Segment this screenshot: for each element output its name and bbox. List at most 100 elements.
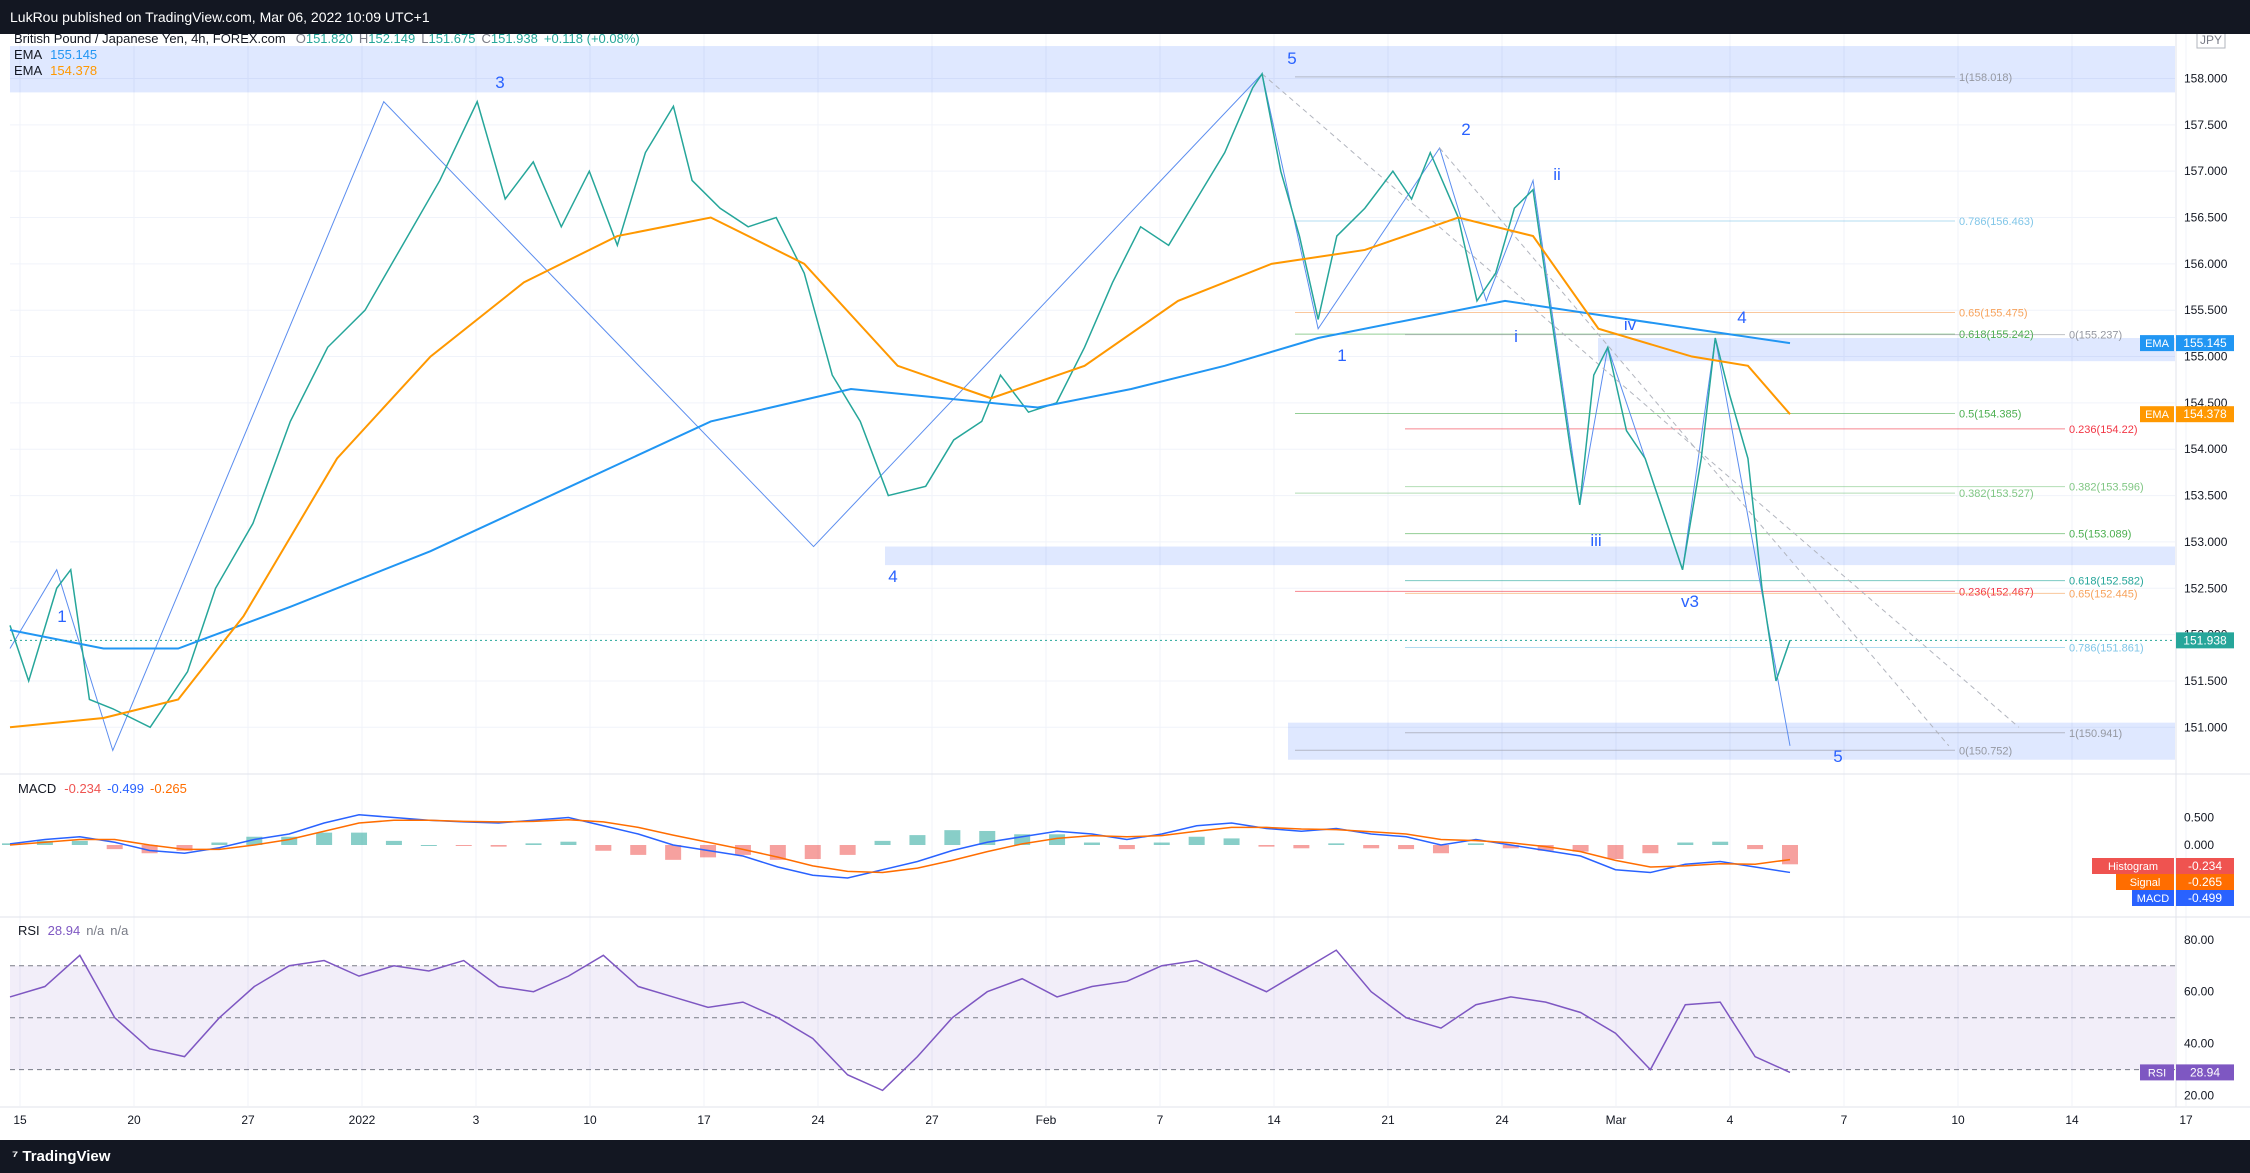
macd-histogram-bar [1363,845,1380,849]
rsi-label: RSI [18,923,40,938]
macd-histogram-bar [525,843,542,845]
tradingview-logo[interactable]: ⁷ TradingView [12,1148,111,1165]
macd-histogram-bar [1153,842,1170,845]
support-resistance-zones [10,46,2175,760]
macd-histogram-bar [1642,845,1659,854]
time-tick-label: 21 [1381,1113,1395,1127]
low-value: 151.675 [428,34,475,46]
symbol-name: British Pound / Japanese Yen, 4h, FOREX.… [14,34,286,46]
badge-value: -0.234 [2188,859,2222,873]
badge-value-bg [2176,1064,2234,1081]
rsi-tick-label: 20.00 [2184,1089,2214,1103]
time-tick-label: 14 [2065,1113,2079,1127]
macd-histogram-bar [1677,842,1694,845]
wave-label: iv [1624,315,1637,334]
rsi-tick-label: 80.00 [2184,933,2214,947]
price-tick-label: 152.500 [2184,581,2228,595]
time-tick-label: 15 [13,1113,27,1127]
badge-value: 155.145 [2183,336,2227,350]
fib-label: 0.5(154.385) [1959,409,2021,421]
macd-histogram-bar [351,832,368,845]
macd-tick-label: 0.000 [2184,838,2214,852]
currency-box[interactable] [2196,34,2226,49]
price-tick-label: 155.000 [2184,350,2228,364]
axis-badge: RSI 28.94 [2140,1064,2234,1081]
macd-histogram-bar [2,843,18,845]
publisher-bar: LukRou published on TradingView.com, Mar… [0,0,2250,34]
macd-histogram-bar [71,840,88,845]
macd-histogram-bar [1328,843,1345,845]
macd-histogram-bar [176,845,193,851]
macd-histogram-bar [909,835,926,845]
fib-label: 1(150.941) [2069,728,2122,740]
time-tick-label: 2022 [349,1113,376,1127]
ema-slow-line [9,299,1791,650]
macd-label: MACD [18,781,56,796]
fib-label: 0.786(151.861) [2069,642,2144,654]
badge-label-bg [2140,1064,2174,1081]
macd-histogram-bar [1118,845,1135,850]
time-tick-label: 4 [1727,1113,1734,1127]
price-tick-label: 154.000 [2184,442,2228,456]
axis-badge: 151.938 [2176,632,2234,649]
fib-label: 1(158.018) [1959,72,2012,84]
macd-histogram-bar [455,845,472,846]
macd-value-signal: -0.265 [150,781,187,796]
wave-label: 5 [1287,49,1296,68]
rsi-pane [9,949,2175,1092]
rsi-legend: RSI 28.94 n/a n/a [18,923,129,938]
fib-label: 0.618(155.242) [1959,329,2034,341]
rsi-legend-text: RSI 28.94 n/a n/a [18,923,129,938]
price-chart[interactable]: 1(158.018) 0.786(156.463) 0.65(155.475) 0.6… [0,34,2250,1140]
wave-label: 3 [495,73,504,92]
fib-label: 0(155.237) [2069,330,2122,342]
badge-value: 154.378 [2183,407,2227,421]
channel-line [1439,147,1950,747]
price-tick-label: 151.500 [2184,674,2228,688]
macd-pane [2,813,1798,879]
main-legend: British Pound / Japanese Yen, 4h, FOREX.… [14,34,2226,78]
macd-histogram-bar [1258,845,1275,847]
badge-value: -0.265 [2188,875,2222,889]
zone-box [1598,338,2175,362]
wave-label: 4 [1737,308,1746,327]
wave-label: 1 [1337,346,1346,365]
fib-label: 0.65(152.445) [2069,588,2138,600]
macd-value-hist: -0.234 [64,781,101,796]
time-tick-label: Feb [1036,1113,1057,1127]
publisher-text: LukRou published on TradingView.com, Mar… [10,9,430,25]
badge-value-bg [2176,858,2234,874]
macd-histogram-bar [1293,845,1310,849]
price-tick-label: 153.500 [2184,489,2228,503]
zone-box [885,546,2175,566]
wave-label: iii [1590,531,1601,550]
rsi-na-2: n/a [110,923,129,938]
time-tick-label: Mar [1606,1113,1627,1127]
ema-fast-line [9,216,1791,729]
macd-histogram-bar [1607,845,1624,860]
badge-label: EMA [2145,409,2170,421]
macd-histogram-bar [490,845,507,847]
open-value: 151.820 [306,34,353,46]
price-tick-label: 151.000 [2184,720,2228,734]
macd-histogram-bar [1502,845,1519,849]
symbol-text: British Pound / Japanese Yen, 4h, FOREX.… [14,34,640,46]
axis-badge: Histogram -0.234 [2092,858,2234,874]
rsi-line [9,949,1791,1092]
ema1-value: 155.145 [50,47,97,62]
price-tick-label: 157.500 [2184,118,2228,132]
ema2-value: 154.378 [50,63,97,78]
badge-label: MACD [2137,893,2169,905]
ema2-label: EMA [14,63,43,78]
badge-value-bg [2176,890,2234,906]
macd-histogram-bar [1398,845,1415,850]
close-value: 151.938 [491,34,538,46]
time-tick-label: 14 [1267,1113,1281,1127]
time-tick-label: 27 [241,1113,255,1127]
badge-value: 151.938 [2183,633,2227,647]
badge-value-bg [2176,632,2234,649]
badge-label-bg [2140,406,2174,423]
macd-histogram-bar [281,836,298,845]
macd-histogram-bar [630,845,647,855]
macd-histogram-bar [141,845,158,854]
